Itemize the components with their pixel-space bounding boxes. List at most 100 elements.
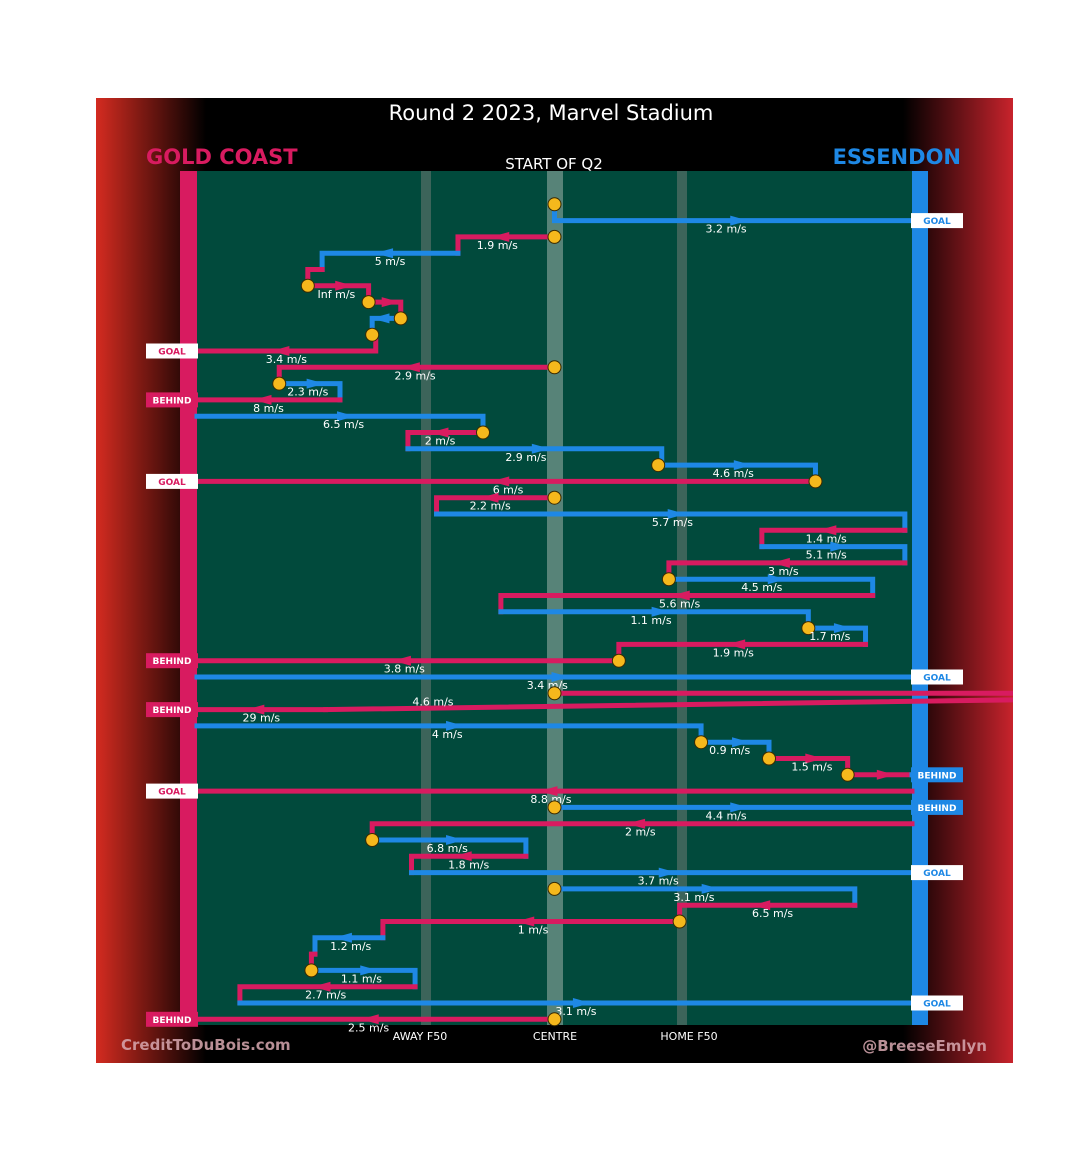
chain-5-start-marker xyxy=(361,295,376,310)
chain-0-outcome-label: GOAL xyxy=(923,217,951,227)
chain-18-arrow xyxy=(818,525,837,536)
chain-4-arrow xyxy=(335,280,354,291)
chain-43-start-marker xyxy=(672,914,687,929)
chain-21-start-marker xyxy=(661,572,676,587)
chain-25-arrow xyxy=(727,639,746,650)
chain-9-arrow xyxy=(306,378,325,389)
chain-16-path xyxy=(434,495,557,517)
chain-16-start-marker xyxy=(547,490,562,505)
chain-44-arrow xyxy=(333,932,352,943)
chain-48-outcome-label: GOAL xyxy=(923,1000,951,1010)
chain-27-outcome-badge xyxy=(911,669,963,685)
home-goal-line xyxy=(912,171,928,1025)
chain-37-speed-label-0: 2 m/s xyxy=(625,826,656,839)
chain-23-speed-label-0: 1.1 m/s xyxy=(630,614,671,627)
chain-29-outcome-badge xyxy=(146,702,198,718)
chain-18-speed-label-0: 1.4 m/s xyxy=(806,532,847,545)
footer-credit: CreditToDuBois.com xyxy=(121,1036,291,1054)
chain-23-arrow xyxy=(651,606,670,617)
chain-22-arrow xyxy=(671,590,690,601)
chain-41-path xyxy=(552,886,858,908)
chain-31-speed-label-0: 0.9 m/s xyxy=(709,744,750,757)
chain-40-arrow xyxy=(658,867,677,878)
chart-poster: Round 2 2023, Marvel Stadium GOLD COAST … xyxy=(96,98,1013,1063)
chain-38-arrow xyxy=(446,835,465,845)
chain-7-outcome-badge xyxy=(146,343,198,359)
chain-22-speed-label-0: 5.6 m/s xyxy=(659,598,700,611)
chain-7-outcome-label: GOAL xyxy=(158,348,186,358)
chain-32-arrow xyxy=(805,753,824,764)
chain-36-arrow xyxy=(730,802,749,813)
chain-46-path xyxy=(308,967,418,990)
chain-14-arrow xyxy=(733,460,752,471)
chain-15-speed-label-0: 6 m/s xyxy=(493,483,524,496)
chain-49-outcome-badge xyxy=(146,1011,198,1027)
chain-40-speed-label-0: 3.7 m/s xyxy=(638,875,679,888)
chain-27-speed-label-0: 3.4 m/s xyxy=(527,679,568,692)
chain-14-speed-label-0: 4.6 m/s xyxy=(713,467,754,480)
chain-36-outcome-label: BEHIND xyxy=(918,804,957,814)
chain-16-arrow xyxy=(480,492,499,503)
chain-19-path xyxy=(759,544,908,566)
chain-35-speed-label-0: 8.8 m/s xyxy=(530,793,571,806)
chain-19-speed-label-0: 5.1 m/s xyxy=(806,549,847,562)
chain-34-outcome-badge xyxy=(911,767,963,783)
chain-30-speed-label-0: 4 m/s xyxy=(432,728,463,741)
chain-7-speed-label-0: 3.4 m/s xyxy=(266,353,307,366)
chain-33-start-marker xyxy=(840,767,855,782)
chain-30-arrow xyxy=(446,720,465,731)
chain-15-start-marker xyxy=(808,474,823,489)
chain-14-start-marker xyxy=(651,458,666,473)
chain-10-speed-label-0: 8 m/s xyxy=(253,402,284,415)
chain-49-outcome-label: BEHIND xyxy=(153,1016,192,1026)
chain-1-start-marker xyxy=(547,229,562,244)
chain-38-path xyxy=(369,837,529,859)
chain-27-outcome-label: GOAL xyxy=(923,674,951,684)
chain-7-start-marker xyxy=(365,327,380,342)
chain-20-arrow xyxy=(771,557,790,568)
chain-15-arrow xyxy=(491,476,510,487)
chain-25-speed-label-0: 1.9 m/s xyxy=(713,646,754,659)
chain-7-arrow xyxy=(271,346,290,356)
chain-0-speed-label-0: 3.2 m/s xyxy=(706,223,747,236)
chain-40-outcome-badge xyxy=(911,865,963,881)
chain-15-outcome-badge xyxy=(146,473,198,489)
chain-43-path xyxy=(380,919,683,941)
chain-20-speed-label-0: 3 m/s xyxy=(768,565,799,578)
chain-44-path xyxy=(312,935,386,957)
chain-9-speed-label-0: 2.3 m/s xyxy=(287,386,328,399)
x-tick-home-f50: HOME F50 xyxy=(660,1030,717,1043)
chain-18-path xyxy=(759,527,908,550)
chain-12-arrow xyxy=(430,427,449,438)
chain-33-arrow xyxy=(876,769,895,780)
chain-42-speed-label-0: 6.5 m/s xyxy=(752,907,793,920)
chain-26-outcome-label: BEHIND xyxy=(153,657,192,667)
chain-43-speed-label-0: 1 m/s xyxy=(518,924,549,937)
chain-28-path xyxy=(323,690,1013,713)
chain-49-start-marker xyxy=(547,1012,562,1027)
chain-1-arrow xyxy=(491,231,510,242)
chain-26-speed-label-0: 3.8 m/s xyxy=(384,663,425,676)
chain-28-start-marker xyxy=(547,686,562,701)
chain-11-speed-label-0: 6.5 m/s xyxy=(323,418,364,431)
chain-31-start-marker xyxy=(694,735,709,750)
chain-36-speed-label-0: 4.4 m/s xyxy=(706,809,747,822)
chain-24-path xyxy=(805,625,869,647)
chain-32-speed-label-0: 1.5 m/s xyxy=(791,761,832,774)
chain-29-outcome-label: BEHIND xyxy=(153,706,192,716)
chain-13-arrow xyxy=(531,443,550,454)
chain-12-start-marker xyxy=(476,425,490,440)
chain-17-path xyxy=(434,511,908,533)
chain-1-path xyxy=(455,234,557,256)
chain-12-speed-label-0: 2 m/s xyxy=(425,435,456,448)
chain-16-speed-label-0: 2.2 m/s xyxy=(470,500,511,513)
chain-41-arrow xyxy=(701,883,720,894)
chain-41-start-marker xyxy=(547,881,562,896)
chain-32-start-marker xyxy=(762,751,776,766)
chain-8-speed-label-0: 2.9 m/s xyxy=(394,369,435,382)
chain-36-start-marker xyxy=(547,800,562,815)
chain-4-start-marker xyxy=(300,278,315,293)
chain-41-speed-label-0: 3.1 m/s xyxy=(673,891,714,904)
chain-17-speed-label-0: 5.7 m/s xyxy=(652,516,693,529)
chain-5-arrow xyxy=(381,297,400,308)
